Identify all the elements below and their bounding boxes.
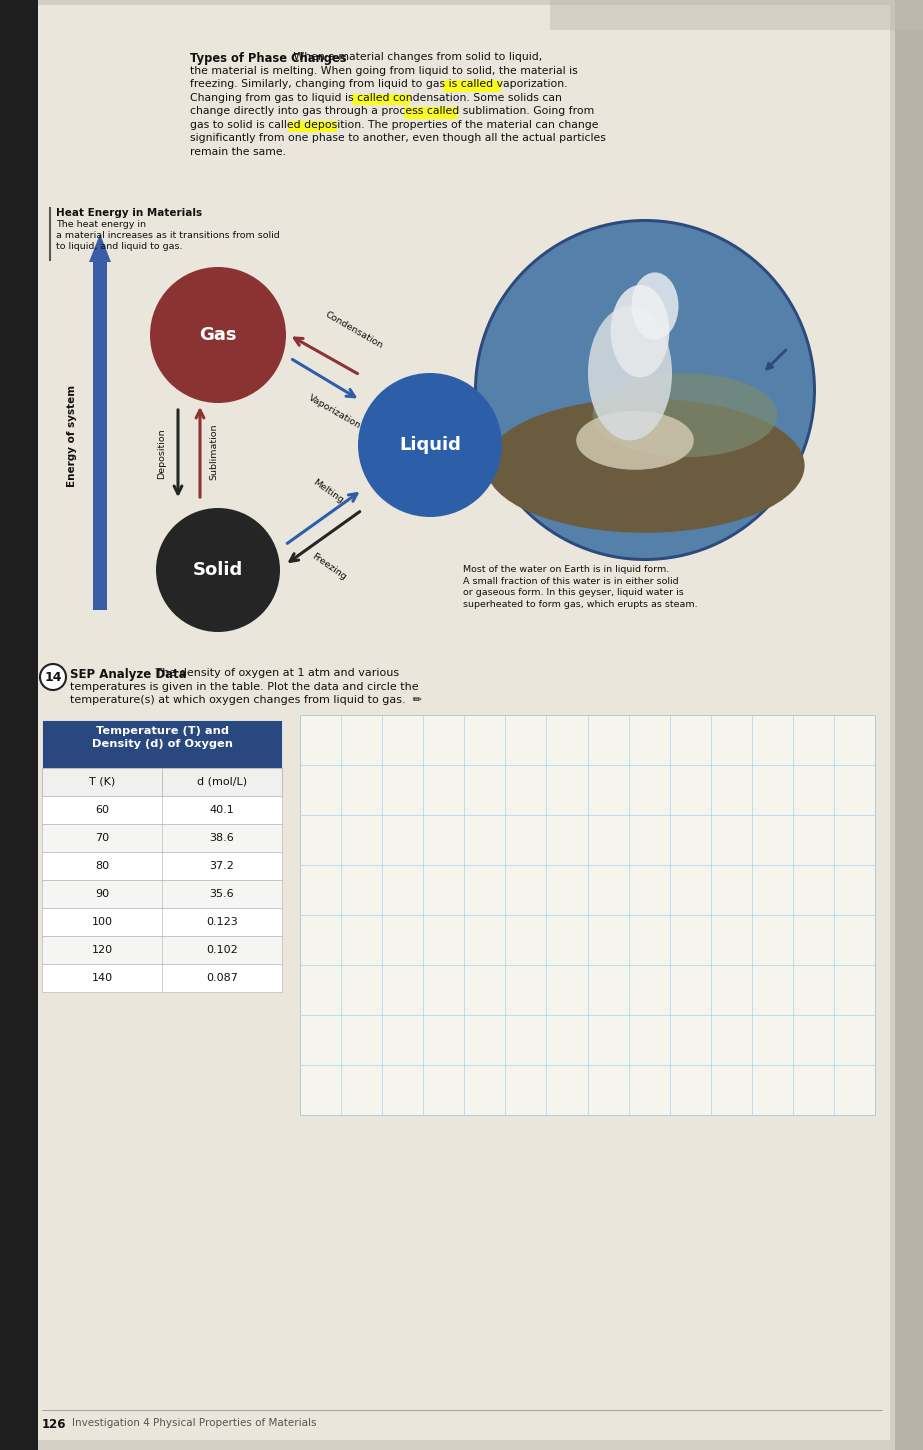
FancyBboxPatch shape [353, 93, 411, 104]
Text: the material is melting. When going from liquid to solid, the material is: the material is melting. When going from… [190, 65, 578, 75]
Text: 40.1: 40.1 [210, 805, 234, 815]
Text: Liquid: Liquid [399, 436, 461, 454]
Text: 126: 126 [42, 1418, 66, 1431]
Bar [42, 796, 282, 824]
Ellipse shape [611, 286, 669, 377]
Text: The density of oxygen at 1 atm and various: The density of oxygen at 1 atm and vario… [151, 668, 399, 679]
Bar [42, 851, 282, 880]
Text: Most of the water on Earth is in liquid form.: Most of the water on Earth is in liquid … [463, 566, 669, 574]
Bar [42, 721, 282, 767]
Text: Heat Energy in Materials: Heat Energy in Materials [56, 207, 202, 218]
Text: gas to solid is called deposition. The properties of the material can change: gas to solid is called deposition. The p… [190, 119, 598, 129]
Bar [42, 824, 282, 851]
Text: 14: 14 [44, 670, 62, 683]
Bar [550, 0, 923, 30]
Text: 80: 80 [95, 861, 109, 870]
Text: Condensation: Condensation [324, 310, 385, 349]
Bar [42, 767, 282, 796]
Text: 0.087: 0.087 [206, 973, 238, 983]
Text: 38.6: 38.6 [210, 832, 234, 842]
Ellipse shape [593, 373, 777, 457]
Text: Vaporization: Vaporization [307, 393, 363, 431]
FancyArrow shape [89, 233, 111, 610]
Circle shape [477, 222, 813, 558]
Text: Deposition: Deposition [158, 428, 166, 479]
Text: 60: 60 [95, 805, 109, 815]
Ellipse shape [588, 306, 672, 441]
Text: Freezing: Freezing [309, 551, 347, 581]
Bar [300, 715, 875, 1115]
Text: 0.123: 0.123 [206, 916, 238, 927]
Text: Temperature (T) and: Temperature (T) and [95, 726, 229, 737]
Text: significantly from one phase to another, even though all the actual particles: significantly from one phase to another,… [190, 133, 605, 144]
Text: SEP Analyze Data: SEP Analyze Data [70, 668, 186, 682]
Text: Melting: Melting [312, 478, 345, 506]
Text: a material increases as it transitions from solid: a material increases as it transitions f… [56, 231, 280, 241]
FancyBboxPatch shape [443, 80, 500, 91]
Text: or gaseous form. In this geyser, liquid water is: or gaseous form. In this geyser, liquid … [463, 589, 684, 597]
Text: freezing. Similarly, changing from liquid to gas is called vaporization.: freezing. Similarly, changing from liqui… [190, 78, 568, 88]
Ellipse shape [485, 399, 805, 532]
Text: d (mol/L): d (mol/L) [197, 777, 247, 786]
Text: The heat energy in: The heat energy in [56, 220, 146, 229]
Bar [895, 0, 923, 1450]
Circle shape [150, 267, 286, 403]
Text: Solid: Solid [193, 561, 243, 579]
Bar [42, 908, 282, 935]
Text: A small fraction of this water is in either solid: A small fraction of this water is in eit… [463, 577, 678, 586]
Text: Sublimation: Sublimation [210, 423, 219, 480]
Text: Gas: Gas [199, 326, 237, 344]
Text: superheated to form gas, which erupts as steam.: superheated to form gas, which erupts as… [463, 599, 698, 609]
Text: to liquid, and liquid to gas.: to liquid, and liquid to gas. [56, 242, 183, 251]
Text: 120: 120 [91, 944, 113, 954]
Bar [42, 935, 282, 964]
Text: temperature(s) at which oxygen changes from liquid to gas.  ✏: temperature(s) at which oxygen changes f… [70, 695, 422, 705]
Text: Types of Phase Changes: Types of Phase Changes [190, 52, 347, 65]
Text: Investigation 4 Physical Properties of Materials: Investigation 4 Physical Properties of M… [72, 1418, 317, 1428]
Text: 0.102: 0.102 [206, 944, 238, 954]
Bar [0, 0, 38, 1450]
Text: temperatures is given in the table. Plot the data and circle the: temperatures is given in the table. Plot… [70, 682, 419, 692]
Circle shape [40, 664, 66, 690]
Text: When a material changes from solid to liquid,: When a material changes from solid to li… [290, 52, 543, 62]
FancyBboxPatch shape [404, 107, 458, 119]
Text: 70: 70 [95, 832, 109, 842]
Text: Density (d) of Oxygen: Density (d) of Oxygen [91, 740, 233, 750]
Text: 90: 90 [95, 889, 109, 899]
Text: 140: 140 [91, 973, 113, 983]
Text: change directly into gas through a process called sublimation. Going from: change directly into gas through a proce… [190, 106, 594, 116]
Ellipse shape [631, 273, 678, 339]
Circle shape [474, 219, 816, 561]
Ellipse shape [576, 410, 694, 470]
Text: T (K): T (K) [89, 777, 115, 786]
FancyBboxPatch shape [288, 120, 337, 132]
Text: 35.6: 35.6 [210, 889, 234, 899]
Circle shape [156, 507, 280, 632]
Circle shape [358, 373, 502, 518]
Text: Energy of system: Energy of system [67, 384, 77, 487]
Text: remain the same.: remain the same. [190, 146, 286, 157]
Text: 37.2: 37.2 [210, 861, 234, 870]
Bar [42, 964, 282, 992]
Text: Changing from gas to liquid is called condensation. Some solids can: Changing from gas to liquid is called co… [190, 93, 562, 103]
Text: 100: 100 [91, 916, 113, 927]
Bar [42, 880, 282, 908]
